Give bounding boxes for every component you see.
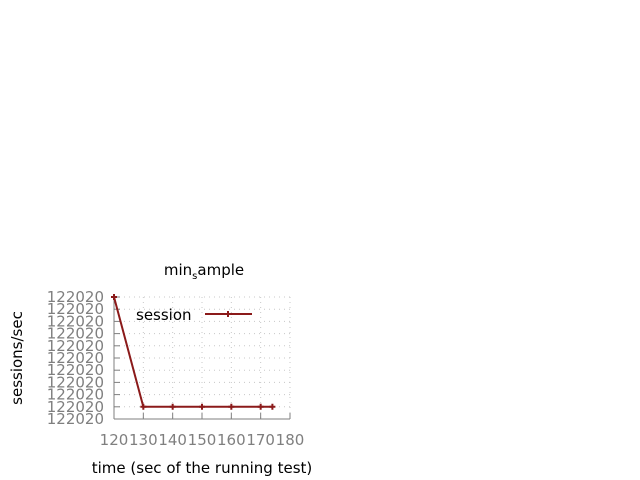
x-tick-label: 120	[100, 431, 129, 449]
x-tick-label: 180	[276, 431, 305, 449]
data-point	[169, 403, 176, 410]
x-tick-label: 130	[129, 431, 158, 449]
y-tick-label: 122020	[47, 337, 104, 355]
x-tick-label: 150	[188, 431, 217, 449]
chart-title: minsample	[164, 261, 244, 282]
ticks	[113, 296, 291, 420]
legend-marker-session	[225, 311, 231, 317]
series	[111, 294, 276, 410]
y-tick-label: 122020	[47, 288, 104, 306]
x-axis-title: time (sec of the running test)	[92, 459, 313, 477]
chart-title-main: min	[164, 261, 192, 279]
data-point	[140, 403, 147, 410]
y-tick-label: 122020	[47, 373, 104, 391]
x-tick-labels: 120 130 140 150 160 170 180	[100, 431, 305, 449]
y-axis-title: sessions/sec	[8, 311, 26, 405]
y-tick-label: 122020	[47, 349, 104, 367]
y-tick-label: 122020	[47, 386, 104, 404]
legend-label-session: session	[136, 306, 192, 324]
y-tick-label: 122020	[47, 325, 104, 343]
x-tick-label: 140	[158, 431, 187, 449]
y-tick-label: 122020	[47, 361, 104, 379]
legend: session	[136, 306, 252, 324]
data-point	[111, 294, 117, 300]
y-tick-labels: 1220201220201220201220201220201220201220…	[47, 288, 104, 428]
data-point	[199, 403, 205, 410]
y-tick-label: 122020	[47, 300, 104, 318]
chart-title-sub: s	[192, 271, 197, 282]
y-tick-label: 122020	[47, 312, 104, 330]
data-point	[228, 403, 235, 410]
data-point	[257, 403, 264, 410]
x-tick-label: 160	[217, 431, 246, 449]
y-tick-label: 122020	[47, 398, 104, 416]
chart-title-rest: ample	[197, 261, 244, 279]
y-tick-label: 122020	[47, 410, 104, 428]
grid	[114, 296, 291, 419]
data-point	[269, 403, 276, 410]
x-tick-label: 170	[246, 431, 275, 449]
